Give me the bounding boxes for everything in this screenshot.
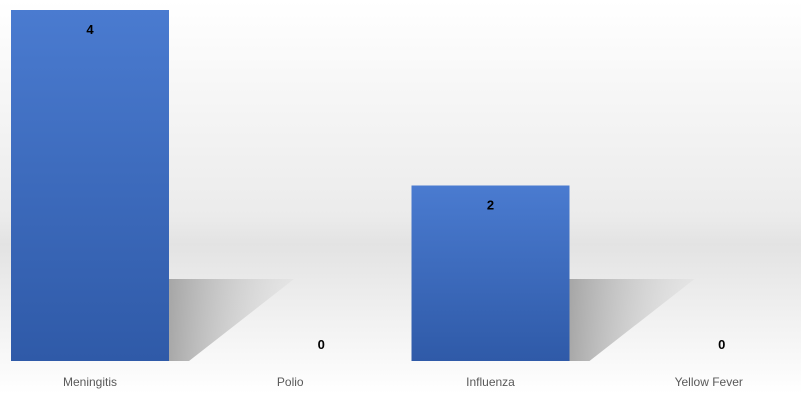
category-label-meningitis: Meningitis	[63, 375, 117, 389]
bar-marks	[11, 10, 695, 361]
category-label-influenza: Influenza	[466, 375, 515, 389]
value-label-influenza: 2	[487, 198, 494, 213]
value-label-yellow-fever: 0	[718, 337, 725, 352]
value-label-meningitis: 4	[86, 22, 94, 37]
bar-meningitis	[11, 10, 169, 361]
category-label-polio: Polio	[277, 375, 304, 389]
bar-shadow-influenza	[569, 279, 695, 361]
chart-labels: 4 Meningitis 0 Polio 2 Influenza 0 Yellow Fever	[63, 22, 743, 389]
bar-shadow-meningitis	[169, 279, 294, 361]
category-label-yellow-fever: Yellow Fever	[675, 375, 743, 389]
value-label-polio: 0	[318, 337, 325, 352]
bar-influenza	[411, 185, 570, 361]
